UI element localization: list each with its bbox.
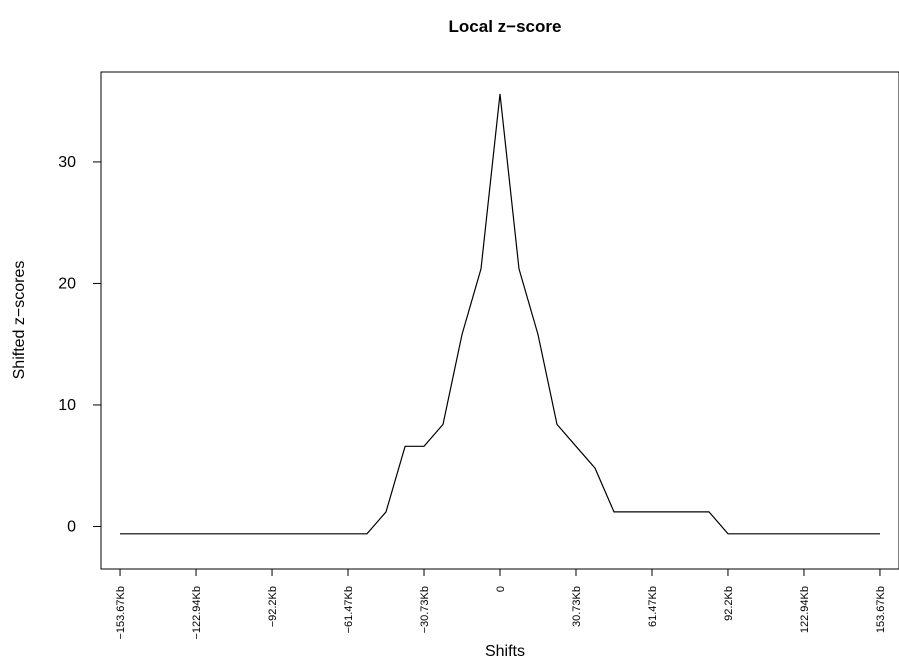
x-tick-label: 153.67Kb bbox=[875, 586, 887, 633]
x-tick-label: 61.47Kb bbox=[647, 586, 659, 627]
x-tick-label: −92.2Kb bbox=[267, 586, 279, 627]
y-tick-label: 30 bbox=[58, 154, 76, 171]
y-tick-label: 10 bbox=[58, 397, 76, 414]
y-tick-label: 0 bbox=[67, 518, 76, 535]
x-tick-label: 122.94Kb bbox=[799, 586, 811, 633]
plot-frame bbox=[100, 71, 899, 570]
chart-title: Local z−score bbox=[449, 17, 562, 36]
x-tick-label: −61.47Kb bbox=[343, 586, 355, 633]
series-layer bbox=[120, 93, 880, 535]
x-tick-label: −153.67Kb bbox=[115, 586, 127, 640]
x-axis-label: Shifts bbox=[485, 643, 525, 660]
x-tick-label: 92.2Kb bbox=[723, 586, 735, 621]
x-tick-label: 30.73Kb bbox=[571, 586, 583, 627]
x-tick-label: −122.94Kb bbox=[191, 586, 203, 640]
x-axis: −153.67Kb −122.94Kb −92.2Kb −61.47Kb −30.73K… bbox=[115, 569, 887, 640]
x-tick-label: 0 bbox=[495, 586, 507, 592]
series-line bbox=[120, 93, 880, 535]
x-tick-label: −30.73Kb bbox=[419, 586, 431, 633]
y-axis-label: Shifted z−scores bbox=[11, 261, 28, 380]
y-axis: 0 10 20 30 bbox=[58, 154, 101, 535]
y-tick-label: 20 bbox=[58, 275, 76, 292]
